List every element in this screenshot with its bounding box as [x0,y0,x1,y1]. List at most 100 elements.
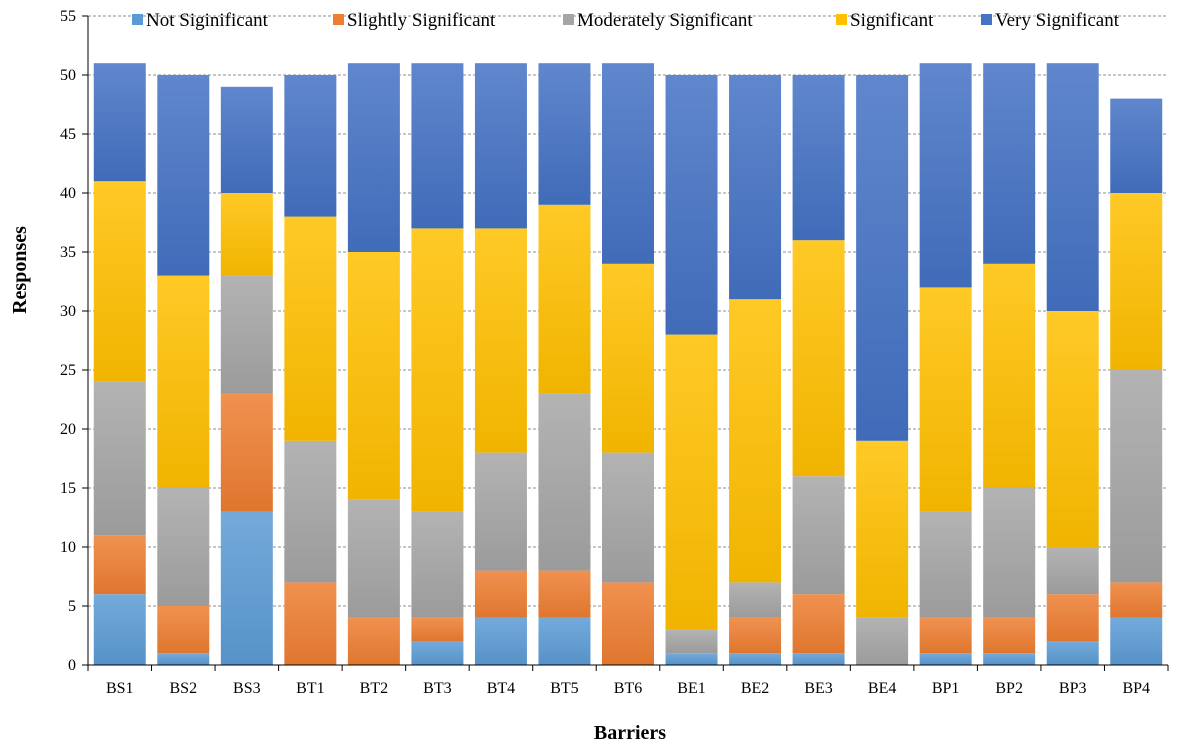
bar-segment-be4-2 [856,617,909,665]
bar-segment-bt3-1 [411,617,464,642]
bar-segment-bt1-1 [284,582,337,665]
bar-segment-bs3-2 [220,275,273,394]
bar-segment-bt1-2 [284,440,337,583]
bar-segment-bs1-3 [93,181,146,382]
bar-segment-bt5-1 [538,570,591,618]
bar-segment-bp4-1 [1110,582,1163,618]
legend: Not Siginificant Slightly Significant Mode… [132,10,1120,31]
bar-segment-bp4-4 [1110,98,1163,193]
bar-segment-bp4-2 [1110,370,1163,583]
bar-segment-bt4-4 [474,63,527,229]
bar-segment-bp2-4 [983,63,1036,264]
bar-segment-bt5-0 [538,617,591,665]
bar-segment-bp2-3 [983,263,1036,488]
legend-swatch [981,14,992,25]
bar-segment-be3-1 [792,594,845,654]
x-tick-label: BT6 [614,680,642,697]
y-tick-label: 25 [60,362,76,379]
bar-segment-bt2-3 [347,252,400,500]
x-tick-label: BS2 [170,680,198,697]
legend-swatch [836,14,847,25]
bar-segment-bp3-4 [1046,63,1099,312]
bar-segment-bt2-4 [347,63,400,253]
bar-segment-bs2-0 [157,653,210,665]
bar-segment-bt2-1 [347,617,400,665]
y-tick-label: 15 [60,480,76,497]
bar-segment-bs1-4 [93,63,146,182]
bar-segment-bt3-2 [411,511,464,618]
bar-segment-be3-2 [792,476,845,595]
y-tick-label: 50 [60,67,76,84]
bar-segment-bp1-2 [919,511,972,618]
bar-segment-bt3-4 [411,63,464,229]
bar-segment-bt6-4 [602,63,654,264]
legend-swatch [333,14,344,25]
x-tick-label: BT5 [550,680,578,697]
bar-segment-bt1-4 [284,75,337,217]
y-tick-label: 20 [60,421,76,438]
x-tick-label: BP4 [1122,680,1150,697]
bar-segment-bt4-0 [474,617,527,665]
y-tick-label: 45 [60,126,76,143]
bar-segment-bt6-2 [602,452,654,583]
bar-segment-be1-3 [665,334,718,630]
legend-label: Moderately Significant [577,10,753,31]
y-tick-label: 10 [60,539,76,556]
bar-segment-bt3-0 [411,641,464,665]
axes [82,15,1169,671]
bar-segment-be1-0 [665,653,718,665]
x-tick-label: BP3 [1059,680,1087,697]
y-tick-label: 55 [60,8,76,25]
bar-segment-be3-3 [792,240,845,477]
bar-segment-bp2-1 [983,617,1036,654]
bar-segment-bs3-1 [220,393,273,512]
bar-segment-bp2-0 [983,653,1036,665]
y-tick-labels: 0 5 10 15 20 25 30 35 40 45 50 55 [60,8,76,674]
bar-segment-bt6-3 [602,263,654,453]
bar-segment-bt2-2 [347,499,400,618]
bar-segment-bp3-3 [1046,311,1099,547]
bar-segment-bs2-4 [157,75,210,276]
bar-segment-bs2-2 [157,488,210,606]
bar-segment-bp4-3 [1110,193,1163,370]
bar-segment-be1-4 [665,75,718,335]
bar-segment-bt6-1 [602,582,654,665]
x-axis-title: Barriers [594,722,666,744]
bar-segment-bp3-2 [1046,547,1099,595]
x-tick-label: BE2 [741,680,769,697]
bar-segment-bp1-0 [919,653,972,665]
bar-segment-bs1-2 [93,381,146,536]
y-tick-label: 5 [68,598,76,615]
bar-segment-bs3-4 [220,86,273,193]
bar-segment-be2-1 [729,617,782,654]
bar-segment-bt5-3 [538,204,591,394]
bar-segment-bt5-4 [538,63,591,205]
bar-segment-bp1-4 [919,63,972,288]
bar-segment-bs1-0 [93,594,146,665]
y-tick-label: 35 [60,244,76,261]
x-tick-label: BS1 [106,680,134,697]
bar-segment-bs1-1 [93,535,146,595]
x-tick-label: BP2 [995,680,1023,697]
bar-segment-bs3-0 [220,511,273,665]
bars [93,63,1163,665]
x-tick-labels: BS1 BS2 BS3 BT1 BT2 BT3 BT4 BT5 BT6 BE1 BE2 BE3 BE4 B… [106,680,1150,697]
x-tick-label: BE4 [868,680,896,697]
bar-segment-bt5-2 [538,393,591,571]
legend-label: Not Siginificant [146,10,269,31]
x-tick-label: BT1 [296,680,324,697]
y-axis-title: Responses [9,226,31,314]
y-tick-label: 0 [68,657,76,674]
x-tick-label: BE3 [804,680,832,697]
legend-swatch [132,14,143,25]
bar-segment-be2-2 [729,582,782,618]
bar-segment-be2-3 [729,299,782,583]
bar-segment-bt4-3 [474,228,527,453]
bar-segment-be2-0 [729,653,782,665]
x-tick-label: BT3 [423,680,451,697]
x-tick-label: BE1 [677,680,705,697]
bar-segment-bp4-0 [1110,617,1163,665]
bar-segment-bp1-3 [919,287,972,512]
bar-segment-bp3-1 [1046,594,1099,642]
